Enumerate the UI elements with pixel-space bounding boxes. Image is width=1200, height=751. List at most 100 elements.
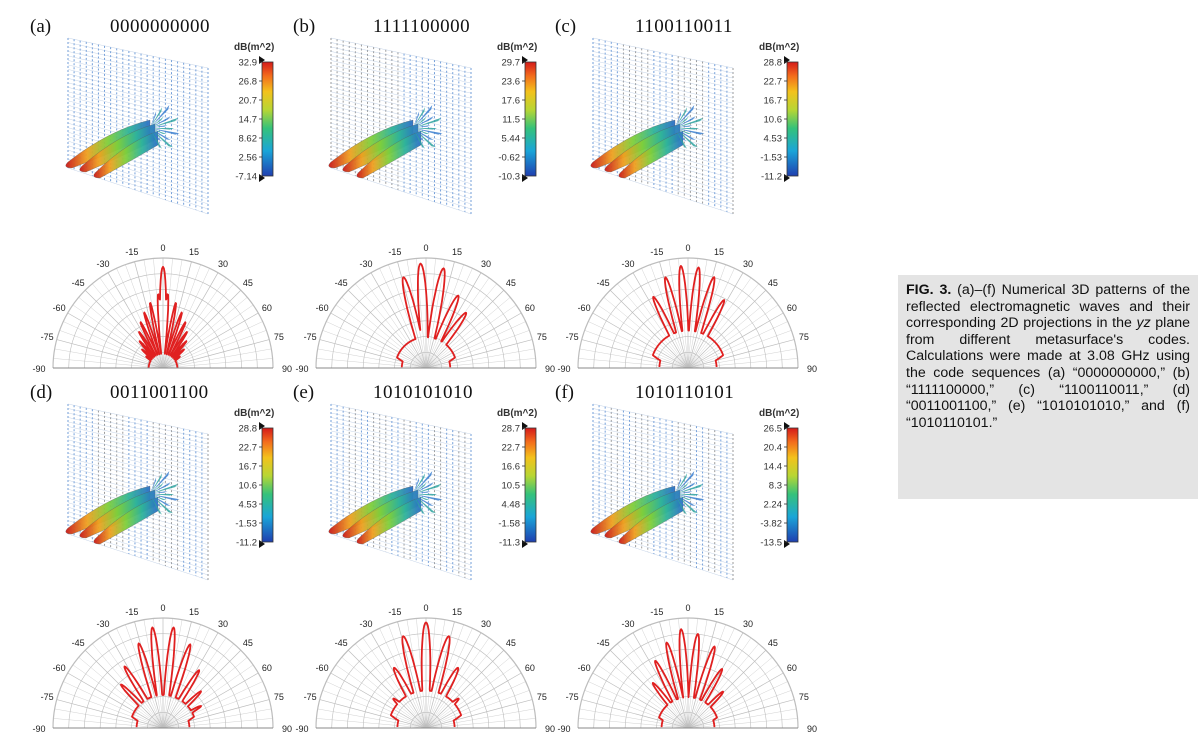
polar-angle-label: 90 (545, 724, 555, 734)
colorbar-tick-label: -10.3 (498, 172, 520, 183)
polar-angle-label: -90 (295, 724, 308, 734)
pattern-3d-plot: dB(m^2) 26.5 20.4 14.4 8.3 2.24 -3.82 -13.5 (590, 403, 799, 581)
side-lobe (413, 477, 420, 494)
polar-pattern-plot: -90 -75 -60 -45 -30 -15 0 15 30 45 60 75 90 (557, 603, 817, 734)
colorbar-tick-label: 23.6 (502, 77, 521, 88)
panel-code: 0000000000 (110, 16, 210, 37)
polar-angle-label: -45 (72, 638, 85, 648)
polar-angle-label: -90 (32, 364, 45, 374)
polar-angle-label: 0 (685, 243, 690, 253)
colorbar-tick-label: 22.7 (502, 443, 521, 454)
panel-c: (c) 1100110011 dB(m^2) 28.8 22.7 16.7 10.6 4.… (555, 16, 820, 376)
panel-label: (a) (30, 16, 52, 37)
colorbar-unit: dB(m^2) (234, 42, 274, 53)
panel-d: (d) 0011001100 dB(m^2) 28.8 22.7 16.7 10.6 4.… (30, 382, 295, 742)
polar-angle-label: 60 (525, 303, 535, 313)
polar-angle-label: 75 (274, 692, 284, 702)
colorbar-tick-label: 2.56 (239, 153, 258, 164)
polar-angle-label: 75 (799, 332, 809, 342)
polar-angle-label: -15 (125, 607, 138, 617)
colorbar-tick-label: -3.82 (760, 519, 782, 530)
polar-angle-label: 0 (160, 243, 165, 253)
side-lobe (675, 494, 699, 496)
polar-angle-label: 90 (807, 724, 817, 734)
colorbar-tick-label: 16.7 (239, 462, 258, 473)
colorbar-tick-label: 8.3 (769, 481, 782, 492)
polar-grid (315, 257, 537, 369)
polar-pattern-plot: -90 -75 -60 -45 -30 -15 0 15 30 45 60 75 90 (295, 603, 555, 734)
polar-angle-label: -30 (621, 259, 634, 269)
radiation-lobe (93, 496, 159, 545)
colorbar-tick-label: 10.6 (239, 481, 258, 492)
radiation-lobe (356, 130, 422, 179)
side-lobe (150, 128, 162, 149)
side-lobe (413, 128, 436, 148)
colorbar (786, 61, 799, 177)
radiation-pattern-curve (396, 262, 468, 368)
colorbar-tick-label: 32.9 (239, 58, 258, 69)
polar-angle-label: 0 (160, 603, 165, 613)
colorbar-tick-label: 10.6 (764, 115, 783, 126)
pattern-3d-plot: dB(m^2) 28.8 22.7 16.7 10.6 4.53 -1.53 -11.2 (590, 37, 799, 215)
side-lobe (675, 490, 693, 494)
side-lobe (413, 117, 442, 128)
panel-e: (e) 1010101010 dB(m^2) 28.7 22.7 16.6 10.5 4.… (293, 382, 558, 742)
side-lobe (150, 111, 157, 128)
colorbar-tick-label: 17.6 (502, 96, 521, 107)
colorbar-unit: dB(m^2) (234, 408, 274, 419)
radiation-pattern-curve (652, 265, 726, 368)
colorbar-tick-label: -11.3 (499, 538, 520, 549)
colorbar-tick-label: 14.4 (764, 462, 783, 473)
colorbar-tick-label: 28.8 (764, 58, 783, 69)
polar-angle-label: -30 (96, 619, 109, 629)
polar-angle-label: -15 (650, 247, 663, 257)
side-lobe (150, 124, 168, 128)
polar-angle-label: -30 (359, 259, 372, 269)
radiation-pattern-curve (138, 265, 188, 369)
side-lobe (675, 124, 693, 128)
side-lobe (150, 107, 162, 128)
side-lobe (413, 124, 431, 128)
side-lobe (413, 490, 431, 494)
polar-angle-label: 60 (787, 303, 797, 313)
polar-angle-label: 0 (685, 603, 690, 613)
side-lobe (150, 471, 170, 494)
polar-angle-label: -45 (335, 638, 348, 648)
polar-grid (52, 257, 274, 369)
side-lobe (413, 128, 437, 130)
colorbar-tick-label: 26.5 (764, 424, 783, 435)
colorbar-tick-label: -11.2 (761, 172, 782, 183)
colorbar-tick-label: 10.5 (502, 481, 521, 492)
side-lobe (150, 494, 167, 501)
side-lobe (150, 128, 174, 130)
side-lobe (675, 107, 687, 128)
panel-code: 1010101010 (373, 382, 473, 403)
colorbar-tick-label: 4.53 (764, 134, 783, 145)
polar-pattern-plot: -90 -75 -60 -45 -30 -15 0 15 30 45 60 75 90 (557, 243, 817, 374)
polar-angle-label: 90 (545, 364, 555, 374)
colorbar-tick-label: -0.62 (498, 153, 520, 164)
polar-angle-label: 60 (262, 303, 272, 313)
side-lobe (675, 116, 689, 128)
panel-b: (b) 1111100000 dB(m^2) 29.7 23.6 17.6 11.5 5.… (293, 16, 558, 376)
polar-angle-label: -75 (304, 332, 317, 342)
colorbar-tick-label: -1.58 (498, 519, 520, 530)
side-lobe (150, 482, 171, 494)
side-lobe (675, 494, 705, 501)
pattern-3d-plot: dB(m^2) 28.7 22.7 16.6 10.5 4.48 -1.58 -11.3 (328, 403, 537, 581)
polar-grid (315, 617, 537, 729)
colorbar (524, 427, 537, 543)
radiation-lobe (618, 130, 684, 179)
caption-label: FIG. 3. (906, 282, 952, 298)
side-lobe (675, 128, 699, 130)
caption-text: (a)–(f) Numerical 3D patterns of the ref… (906, 282, 1190, 332)
radiation-pattern-curve (390, 621, 462, 728)
colorbar-tick-label: 14.7 (239, 115, 258, 126)
polar-pattern-plot: -90 -75 -60 -45 -30 -15 0 15 30 45 60 75 90 (32, 243, 292, 374)
colorbar-tick-label: -7.14 (235, 172, 257, 183)
colorbar-unit: dB(m^2) (497, 42, 537, 53)
panel-f: (f) 1010110101 dB(m^2) 26.5 20.4 14.4 8.3 2.2… (555, 382, 820, 742)
colorbar-tick-label: 22.7 (764, 77, 783, 88)
colorbar-tick-label: 2.24 (764, 500, 783, 511)
polar-pattern-plot: -90 -75 -60 -45 -30 -15 0 15 30 45 60 75 90 (32, 603, 292, 734)
